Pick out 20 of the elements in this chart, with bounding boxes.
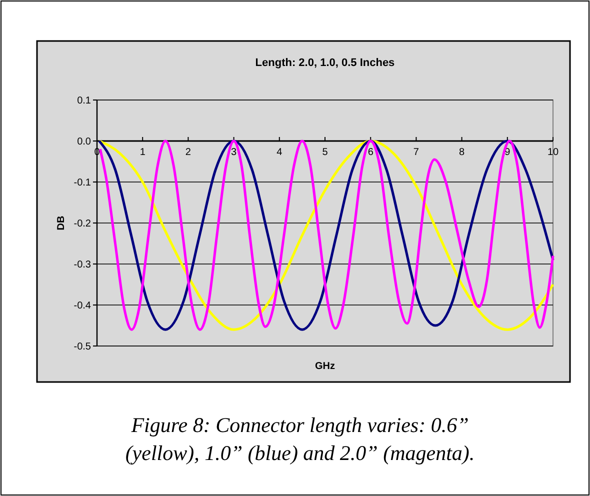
x-tick-label: 10 xyxy=(547,147,559,158)
x-tick-label: 7 xyxy=(413,147,420,158)
x-tick-label: 3 xyxy=(231,147,238,158)
y-tick-label: -0.1 xyxy=(74,178,92,188)
x-tick-label: 2 xyxy=(185,147,192,158)
x-tick-label: 5 xyxy=(322,147,328,158)
y-tick-label: -0.3 xyxy=(74,260,92,270)
x-tick-label: 1 xyxy=(140,147,146,158)
y-axis-title: DB xyxy=(56,216,67,230)
x-axis-title: GHz xyxy=(315,361,335,372)
caption: Figure 8: Connector length varies: 0.6” (yellow), 1.0” (blue) and 2.0” (magenta). xyxy=(125,413,475,465)
y-tick-label: -0.5 xyxy=(74,342,92,352)
y-tick-label: -0.2 xyxy=(74,218,92,230)
chart-title: Length: 2.0, 1.0, 0.5 Inches xyxy=(255,57,395,69)
x-tick-label: 4 xyxy=(276,147,283,158)
y-tick-label: 0.0 xyxy=(77,136,92,148)
y-tick-label: -0.4 xyxy=(74,300,92,312)
y-tick-label: 0.1 xyxy=(77,96,92,106)
x-tick-label: 8 xyxy=(459,147,466,158)
x-tick-label: 6 xyxy=(368,147,374,158)
